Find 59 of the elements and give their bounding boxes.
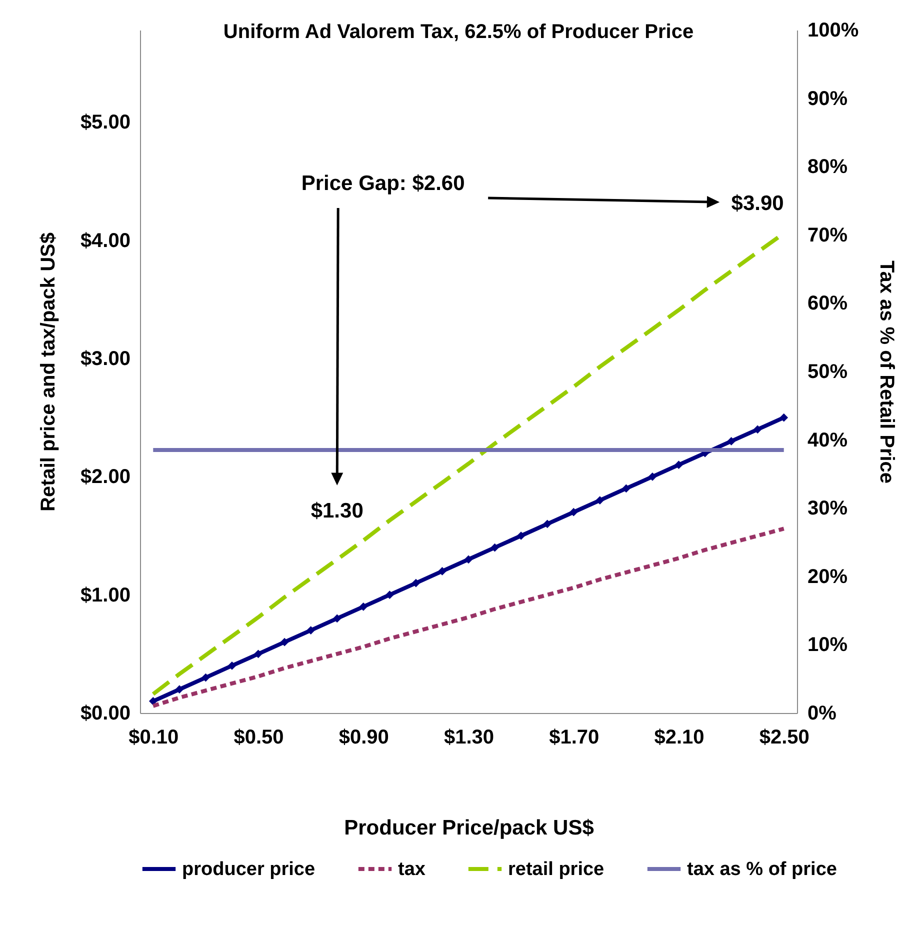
y-axis-title: Retail price and tax/pack US$ [37,232,60,512]
legend-label: producer price [182,859,316,880]
annotation: Price Gap: $2.60 [301,172,465,195]
point [332,614,342,623]
x-tick-label: $0.10 [128,726,179,748]
point [648,472,657,481]
y2-tick-label: 30% [808,498,848,520]
y2-tick-label: 10% [808,634,848,656]
point [543,520,552,528]
point [438,567,446,576]
point [780,413,788,422]
y2-tick-label: 100% [808,20,859,42]
point [464,555,473,564]
y2-tick-label: 90% [808,88,848,110]
legend-label: tax [398,859,426,880]
x-tick-label: $2.10 [654,726,704,748]
x-tick-label: $1.70 [549,726,600,748]
y-tick-label: $5.00 [80,112,130,134]
point [490,543,499,552]
y2-tick-label: 50% [808,361,848,383]
point [254,650,262,658]
x-tick-label: $1.30 [444,726,494,748]
y-tick-label: $4.00 [80,230,130,252]
point [306,626,316,634]
y-tick-label: $3.00 [80,348,130,370]
point [569,508,578,516]
point [359,602,368,611]
y2-axis-title: Tax as % of Retail Price [876,260,898,484]
y-tick-label: $1.00 [80,584,130,606]
point [148,697,158,706]
point [622,484,630,493]
point [228,662,236,670]
point [280,638,289,646]
point [674,460,683,470]
point [753,425,762,434]
point [516,532,526,540]
annotation: $1.30 [310,499,364,522]
y2-tick-label: 0% [808,702,837,724]
x-tick-label: $0.50 [234,726,284,748]
point [175,685,184,694]
y-tick-label: $0.00 [80,702,130,724]
y-tick-label: $2.00 [80,466,130,488]
annotation: $3.90 [731,192,784,216]
chart-title: Uniform Ad Valorem Tax, 62.5% of Producer Price [223,21,694,43]
legend-label: tax as % of price [687,859,837,880]
y2-tick-label: 40% [808,429,848,452]
point [385,590,394,600]
point [412,578,420,588]
point [727,437,736,446]
y2-tick-label: 70% [808,224,848,246]
x-tick-label: $0.90 [338,726,389,748]
x-tick-label: $2.50 [759,726,810,748]
y2-tick-label: 20% [808,566,848,588]
point [202,673,210,682]
y2-tick-label: 60% [808,292,848,315]
point [596,496,604,504]
x-axis-title: Producer Price/pack US$ [344,816,594,840]
legend-label: retail price [508,859,604,880]
y2-tick-label: 80% [808,156,848,178]
